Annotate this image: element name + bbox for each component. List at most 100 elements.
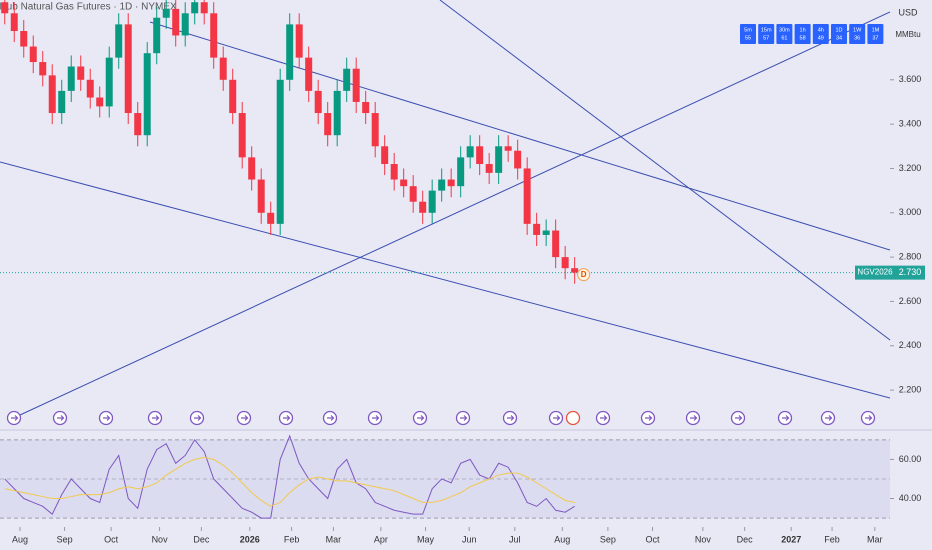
x-tick-label: Nov bbox=[695, 534, 712, 544]
candle-body bbox=[419, 201, 427, 213]
timeframe-value: 34 bbox=[836, 35, 842, 41]
candle-body bbox=[248, 157, 256, 180]
candle-body bbox=[362, 101, 370, 114]
chart-title: Henry Hub Natural Gas Futures · 1D · NYM… bbox=[0, 2, 177, 13]
x-tick-label: Aug bbox=[12, 534, 28, 544]
candle-body bbox=[447, 179, 455, 187]
timeframe-value: 61 bbox=[781, 35, 787, 41]
price-tag bbox=[895, 265, 925, 280]
event-icon-arrow bbox=[283, 415, 291, 421]
timeframe-box[interactable] bbox=[740, 24, 756, 44]
x-tick-label: Oct bbox=[646, 534, 661, 544]
y-tick-label: 3.000 bbox=[899, 207, 922, 217]
unit[interactable]: MMBtu bbox=[895, 30, 920, 39]
x-tick-label: Sep bbox=[600, 534, 616, 544]
trend-line bbox=[439, 0, 891, 341]
x-tick-label: Nov bbox=[152, 534, 169, 544]
candle-body bbox=[105, 57, 113, 107]
timeframe-value: 49 bbox=[818, 35, 824, 41]
candle-body bbox=[428, 190, 436, 213]
candle-body bbox=[352, 68, 360, 102]
candle-body bbox=[571, 268, 579, 273]
timeframe-value: 55 bbox=[745, 35, 751, 41]
y-tick-label: 2.800 bbox=[899, 251, 922, 261]
event-icon-arrow bbox=[417, 415, 425, 421]
timeframe-label: 15m bbox=[761, 27, 772, 33]
event-icon-arrow bbox=[600, 415, 608, 421]
candle-body bbox=[86, 79, 94, 98]
candle-body bbox=[533, 223, 541, 235]
candle-body bbox=[229, 79, 237, 114]
candle-body bbox=[191, 2, 199, 14]
marker-circle[interactable] bbox=[577, 268, 591, 282]
timeframe-box[interactable] bbox=[812, 24, 829, 44]
timeframe-box[interactable] bbox=[831, 24, 847, 44]
x-tick-label: Feb bbox=[824, 534, 840, 544]
x-tick-label: Jul bbox=[509, 534, 521, 544]
candle-body bbox=[257, 179, 265, 213]
candle-body bbox=[29, 46, 37, 63]
candle-body bbox=[485, 164, 493, 173]
candle-body bbox=[305, 57, 313, 91]
y-tick-label: 3.200 bbox=[899, 163, 922, 173]
symbol-tag bbox=[855, 265, 895, 280]
y-tick-label: 2.400 bbox=[899, 340, 922, 350]
timeframe-box[interactable] bbox=[758, 24, 775, 44]
candle-body bbox=[552, 230, 560, 258]
timeframe-value: 37 bbox=[872, 35, 878, 41]
price-label: 2.730 bbox=[899, 267, 922, 277]
candle-body bbox=[172, 8, 180, 36]
event-icon-arrow bbox=[690, 415, 698, 421]
y-tick-label: 3.400 bbox=[899, 118, 922, 128]
candle-body bbox=[390, 164, 398, 180]
event-icon-arrow bbox=[735, 415, 743, 421]
candle-body bbox=[343, 68, 351, 91]
candle-body bbox=[523, 168, 531, 224]
candle-body bbox=[181, 13, 189, 36]
candle-body bbox=[67, 66, 75, 91]
event-icon-arrow bbox=[460, 415, 468, 421]
candle-body bbox=[542, 230, 550, 235]
symbol-label: NGV2026 bbox=[857, 268, 893, 277]
currency[interactable]: USD bbox=[898, 7, 918, 17]
event-icon-arrow bbox=[11, 415, 19, 421]
trend-line bbox=[19, 11, 891, 416]
candle-body bbox=[400, 179, 408, 187]
timeframe-box[interactable] bbox=[776, 24, 793, 44]
event-icon-arrow bbox=[372, 415, 380, 421]
candle-body bbox=[162, 8, 170, 18]
x-tick-label: Dec bbox=[737, 534, 754, 544]
candle-body bbox=[115, 24, 123, 58]
timeframe-box[interactable] bbox=[867, 24, 884, 44]
x-tick-label: Aug bbox=[554, 534, 570, 544]
x-tick-label: Dec bbox=[193, 534, 210, 544]
candle-body bbox=[153, 17, 161, 54]
event-icon-arrow bbox=[645, 415, 653, 421]
candle-body bbox=[286, 24, 294, 80]
candle-body bbox=[124, 24, 132, 114]
event-icon[interactable] bbox=[565, 410, 581, 426]
x-tick-label: Sep bbox=[57, 534, 73, 544]
timeframe-label: 30m bbox=[779, 27, 790, 33]
candle-body bbox=[514, 150, 522, 169]
timeframe-box[interactable] bbox=[849, 24, 866, 44]
rsi-line bbox=[4, 434, 575, 519]
candle-body bbox=[1, 2, 9, 14]
candle-body bbox=[200, 2, 208, 14]
rsi-line bbox=[4, 456, 575, 507]
timeframe-label: 1M bbox=[872, 27, 880, 33]
candle-body bbox=[476, 146, 484, 165]
candle-body bbox=[276, 79, 284, 224]
candle-body bbox=[324, 113, 332, 136]
candle-body bbox=[210, 13, 218, 58]
candle-body bbox=[10, 13, 18, 32]
event-icon-arrow bbox=[507, 415, 515, 421]
event-icon-arrow bbox=[241, 415, 249, 421]
candle-body bbox=[143, 53, 151, 136]
candle-body bbox=[39, 62, 47, 76]
timeframe-box[interactable] bbox=[794, 24, 811, 44]
candle-body bbox=[371, 113, 379, 147]
event-icon-arrow bbox=[782, 415, 790, 421]
event-icon-arrow bbox=[103, 415, 111, 421]
candle-body bbox=[238, 113, 246, 158]
